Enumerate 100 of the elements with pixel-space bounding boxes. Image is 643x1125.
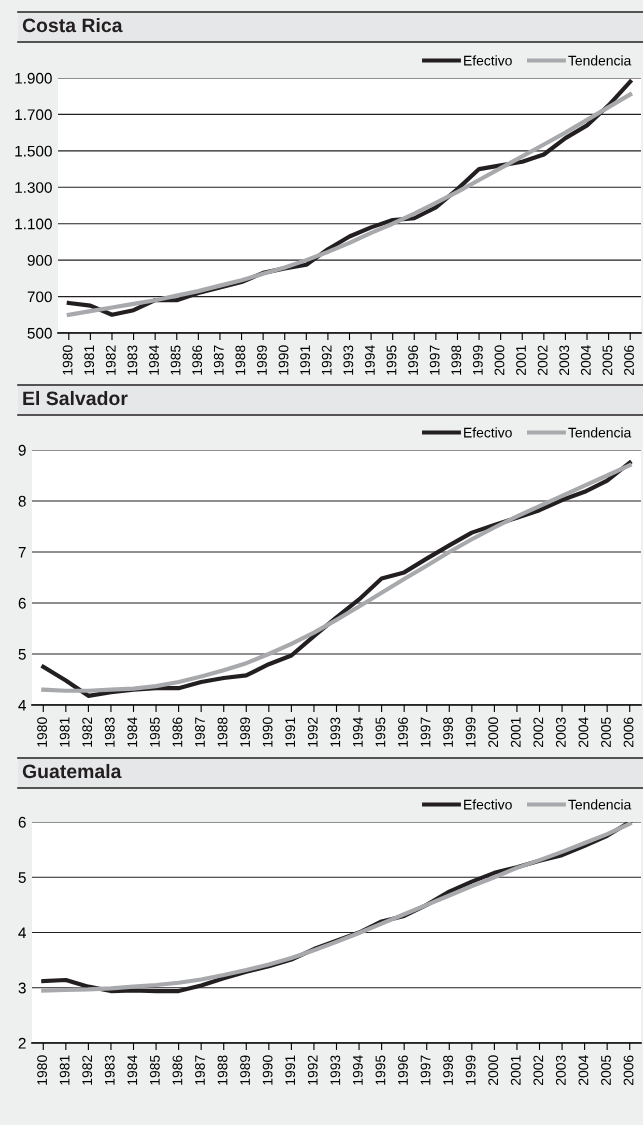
x-tick-label: 1996	[398, 1055, 408, 1085]
x-tick-label: 1987	[195, 1055, 205, 1085]
x-tick-label: 1985	[170, 345, 181, 375]
y-tick-label: 7	[18, 547, 26, 558]
x-tick-label: 2006	[623, 717, 634, 747]
chart-title: El Salvador	[23, 390, 128, 406]
x-tick-label: 1981	[59, 1055, 70, 1085]
x-tick-label: 1984	[149, 345, 159, 375]
y-tick-label: 4	[18, 927, 26, 939]
x-tick-label: 1989	[240, 717, 251, 747]
x-tick-label: 1998	[451, 345, 462, 375]
x-tick-label: 2002	[537, 345, 548, 375]
x-tick-label: 1997	[420, 1055, 431, 1085]
x-tick-label: 1983	[127, 345, 138, 375]
x-tick-label: 1992	[321, 345, 332, 375]
legend-label: Efectivo	[464, 427, 512, 438]
x-tick-label: 2001	[516, 345, 526, 375]
x-tick-label: 2003	[555, 717, 566, 747]
x-tick-label: 1985	[149, 1055, 160, 1085]
x-tick-label: 1990	[262, 1055, 273, 1085]
x-tick-label: 1982	[105, 345, 116, 375]
x-tick-label: 2002	[533, 717, 544, 747]
x-tick-label: 1987	[195, 717, 205, 747]
x-tick-label: 1993	[330, 717, 341, 747]
x-tick-label: 2005	[601, 717, 611, 747]
y-tick-label: 3	[18, 982, 26, 994]
chart-title: Guatemala	[22, 763, 122, 779]
x-tick-label: 2001	[510, 1055, 521, 1085]
x-tick-label: 1991	[285, 1055, 296, 1085]
x-tick-label: 1980	[62, 345, 73, 375]
x-tick-label: 1990	[262, 717, 273, 747]
x-tick-label: 1995	[375, 1055, 386, 1085]
y-tick-label: 8	[18, 495, 26, 507]
x-tick-label: 1991	[300, 345, 311, 375]
x-tick-label: 2004	[580, 345, 591, 375]
y-tick-label: 6	[18, 816, 26, 828]
x-tick-label: 1988	[217, 1055, 228, 1085]
x-tick-label: 1993	[330, 1055, 341, 1085]
x-tick-label: 2006	[624, 345, 634, 375]
x-tick-label: 2005	[602, 345, 613, 375]
x-tick-label: 1987	[213, 345, 224, 375]
x-tick-label: 1990	[278, 345, 289, 375]
x-tick-label: 1996	[408, 345, 419, 375]
x-tick-label: 1992	[307, 1055, 318, 1085]
y-tick-label: 2	[18, 1037, 26, 1049]
x-tick-label: 1992	[307, 717, 318, 747]
x-tick-label: 1995	[386, 345, 397, 375]
x-tick-label: 2000	[488, 1055, 499, 1085]
x-tick-label: 1985	[149, 717, 160, 747]
x-tick-label: 1988	[217, 717, 228, 747]
x-tick-label: 1980	[37, 717, 48, 747]
x-tick-label: 1986	[192, 345, 203, 375]
x-tick-label: 1995	[375, 717, 386, 747]
legend-label: Tendencia	[568, 427, 632, 438]
y-tick-label: 900	[27, 255, 52, 266]
x-tick-label: 2006	[623, 1055, 634, 1085]
x-tick-label: 1993	[343, 345, 354, 375]
y-tick-label: 700	[27, 291, 52, 303]
x-tick-label: 1997	[429, 345, 440, 375]
x-tick-label: 1986	[172, 717, 183, 747]
y-tick-label: 1.900	[15, 72, 52, 84]
x-tick-label: 1991	[285, 717, 296, 747]
x-tick-label: 1980	[37, 1055, 48, 1085]
y-tick-label: 1.700	[15, 109, 52, 121]
x-tick-label: 2005	[601, 1055, 611, 1085]
legend-label: Tendencia	[568, 799, 632, 810]
x-tick-label: 1986	[172, 1055, 183, 1085]
legend-label: Efectivo	[464, 799, 512, 810]
x-tick-label: 2004	[578, 717, 589, 747]
x-tick-label: 1997	[420, 717, 431, 747]
x-tick-label: 1996	[398, 717, 408, 747]
x-tick-label: 1999	[465, 717, 476, 747]
x-tick-label: 2003	[559, 345, 570, 375]
x-tick-label: 1999	[465, 1055, 476, 1085]
chart-title: Costa Rica	[22, 17, 123, 33]
x-tick-label: 2003	[555, 1055, 566, 1085]
y-tick-label: 1.300	[15, 182, 52, 193]
y-tick-label: 9	[18, 444, 26, 456]
x-tick-label: 1998	[443, 717, 454, 747]
x-tick-label: 1981	[84, 345, 95, 375]
x-tick-label: 2004	[578, 1055, 589, 1085]
x-tick-label: 2000	[488, 717, 499, 747]
legend-label: Tendencia	[568, 55, 632, 66]
y-tick-label: 500	[27, 327, 52, 339]
y-tick-label: 6	[18, 597, 26, 609]
x-tick-label: 2000	[494, 345, 505, 375]
x-tick-label: 2001	[510, 717, 521, 747]
x-tick-label: 1982	[82, 717, 93, 747]
x-tick-label: 1998	[443, 1055, 454, 1085]
y-tick-label: 5	[18, 649, 26, 660]
x-tick-label: 1984	[127, 717, 138, 747]
x-tick-label: 1982	[82, 1055, 93, 1085]
y-tick-label: 5	[18, 872, 26, 883]
x-tick-label: 1981	[59, 717, 70, 747]
y-tick-label: 4	[18, 700, 26, 711]
x-tick-label: 1994	[352, 1055, 363, 1085]
x-tick-label: 1994	[352, 717, 363, 747]
y-tick-label: 1.100	[15, 218, 52, 230]
y-tick-label: 1.500	[15, 145, 52, 157]
x-tick-label: 1994	[364, 345, 375, 375]
